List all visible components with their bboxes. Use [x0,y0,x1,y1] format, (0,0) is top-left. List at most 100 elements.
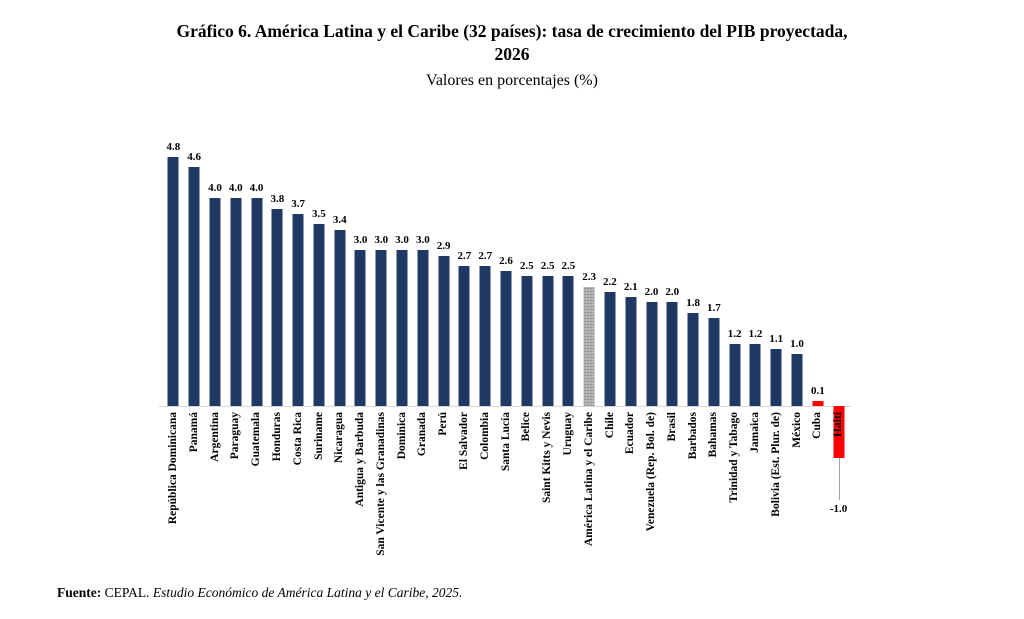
bar-slot: 4.6 [184,130,205,406]
bar [438,255,450,406]
bar-slot: 2.5 [537,130,558,406]
category-label: Paraguay [229,412,242,460]
category-label: Dominica [395,412,408,460]
bar [167,156,179,406]
bar-slot: 2.3 [579,130,600,406]
category-label: Guatemala [250,412,263,467]
bar-value-label: 1.8 [686,296,700,309]
bar [313,224,325,406]
bar-slot: 4.0 [246,130,267,406]
source-note: Fuente: CEPAL. Estudio Económico de Amér… [57,585,462,601]
category-label: Perú [437,412,450,436]
category-label: El Salvador [458,412,471,470]
bar-value-label: 4.0 [208,182,222,195]
bar-value-label: 2.7 [478,249,493,262]
bar-value-label: 1.2 [748,327,763,340]
label-leader-line [838,457,840,500]
bar-value-label: 1.7 [707,301,721,314]
bar-value-label: 0.1 [810,384,825,397]
bar-slot: 3.4 [329,130,350,406]
bar-slot: 2.9 [433,130,454,406]
bar [521,276,533,406]
bar-value-label: 3.8 [270,192,285,205]
category-label: Panamá [187,412,200,453]
bar-slot: 3.8 [267,130,288,406]
bar-value-label: 3.5 [312,208,326,221]
bar [271,208,283,406]
bar [562,276,574,406]
bar-slot: 2.7 [475,130,496,406]
category-label: Saint Kitts y Nevis [541,412,554,504]
chart-title: Gráfico 6. América Latina y el Caribe (3… [176,21,848,64]
source-citation: Estudio Económico de América Latina y el… [152,585,463,600]
bar-value-label: 3.7 [291,197,305,210]
category-label: Antigua y Barbuda [354,412,367,507]
bar-slot: 1.1 [766,130,787,406]
bar-value-label: 2.7 [457,249,472,262]
category-label: Trinidad y Tabago [728,412,741,503]
category-label: México [790,412,803,448]
category-label: República Dominicana [167,412,179,525]
bar [292,213,304,406]
bar [729,343,741,406]
bar-value-label: 2.5 [540,260,555,273]
x-axis-line [159,406,851,407]
bar [625,297,637,406]
category-label: Cuba [811,412,824,439]
bar-slot: 4.8 [163,130,184,406]
category-label: Ecuador [624,412,637,455]
bar-value-label: 2.5 [519,260,534,273]
bar [666,302,678,406]
bar-value-label: 3.4 [332,213,347,226]
bar-slot: 3.0 [371,130,392,406]
bar-plot-area: 4.8 4.6 4.0 4.0 4.0 3.8 3.7 3.5 3.4 3.0 3.0 3.0 3.0 2… [159,130,851,515]
bar-slot: 1.7 [703,130,724,406]
bar-slot: 2.5 [516,130,537,406]
bar-value-label: 1.2 [727,327,742,340]
bar-slot: 1.2 [745,130,766,406]
bar-value-label: 4.6 [187,151,202,164]
bar-slot: 3.7 [288,130,309,406]
bar-value-label: 4.8 [166,140,181,153]
bar [708,317,720,406]
category-label: Haití [832,412,845,437]
bar [583,286,595,406]
bar [251,198,263,406]
category-label: Venezuela (Rep. Bol. de) [645,412,658,532]
category-label: Suriname [312,412,325,460]
bar [749,343,761,406]
bar-slot: 3.5 [309,130,330,406]
bar-slot: 2.1 [620,130,641,406]
bar [687,312,699,406]
category-label: Granada [416,412,429,457]
bar [396,250,408,406]
bar-slot: 4.0 [225,130,246,406]
chart-header: Gráfico 6. América Latina y el Caribe (3… [0,20,1024,91]
bar [354,250,366,406]
source-org: CEPAL. [101,585,153,600]
category-label: Brasil [665,412,678,442]
category-label: América Latina y el Caribe [582,412,595,547]
bar-slot: 3.0 [350,130,371,406]
bar [209,198,221,406]
bar-value-label: 4.0 [228,182,243,195]
bar [604,291,616,406]
bar [230,198,242,406]
bar-value-label: -1.0 [829,502,848,515]
category-label: Honduras [270,412,283,462]
bar-slot: 1.0 [787,130,808,406]
bar-slot: -1.0 [828,130,849,515]
category-label: Uruguay [561,412,574,456]
bar-slot: 2.0 [641,130,662,406]
category-label: Chile [603,412,616,439]
bar-value-label: 2.2 [603,275,617,288]
bar-slot: 2.0 [662,130,683,406]
bar-value-label: 3.0 [374,234,389,247]
bar-slot: 2.5 [558,130,579,406]
bar-value-label: 2.5 [561,260,576,273]
bar-value-label: 2.0 [665,286,680,299]
bar-value-label: 3.0 [415,234,430,247]
bar [334,229,346,406]
category-label: Nicaragua [333,412,346,464]
bar [791,354,803,406]
